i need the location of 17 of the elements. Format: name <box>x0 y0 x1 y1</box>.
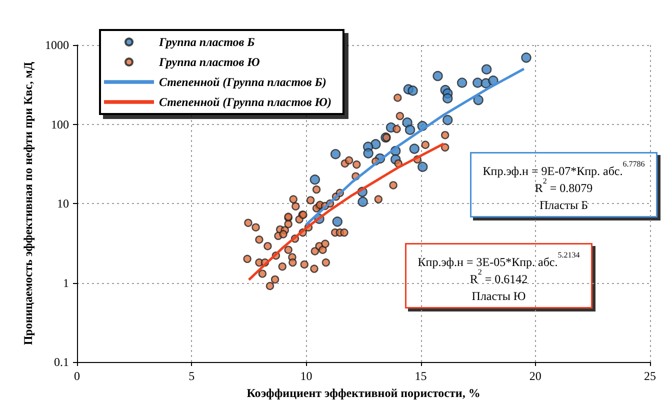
legend-label: Степенной (Группа пластов Б) <box>159 75 326 89</box>
x-tick-label: 10 <box>300 369 312 383</box>
legend-label: Группа пластов Б <box>158 35 256 49</box>
x-tick-label: 5 <box>188 369 195 383</box>
y-tick-label: 100 <box>51 117 69 132</box>
legend-label: Группа пластов Ю <box>158 55 260 69</box>
y-axis-title: Проницаемость эффективная по нефти при Квс, мД <box>21 61 36 346</box>
x-tick-label: 15 <box>414 369 427 383</box>
y-tick-label: 10 <box>57 196 69 210</box>
x-tick-label: 25 <box>644 369 656 383</box>
x-axis-title: Коэффициент эффективной пористости, % <box>246 386 480 400</box>
y-tick-label: 0.1 <box>54 355 69 369</box>
legend-label: Степенной (Группа пластов Ю) <box>159 95 332 109</box>
x-tick-label: 0 <box>74 369 80 383</box>
y-tick-label: 1 <box>63 276 69 290</box>
x-tick-label: 20 <box>529 369 542 383</box>
y-tick-label: 1000 <box>45 38 69 52</box>
